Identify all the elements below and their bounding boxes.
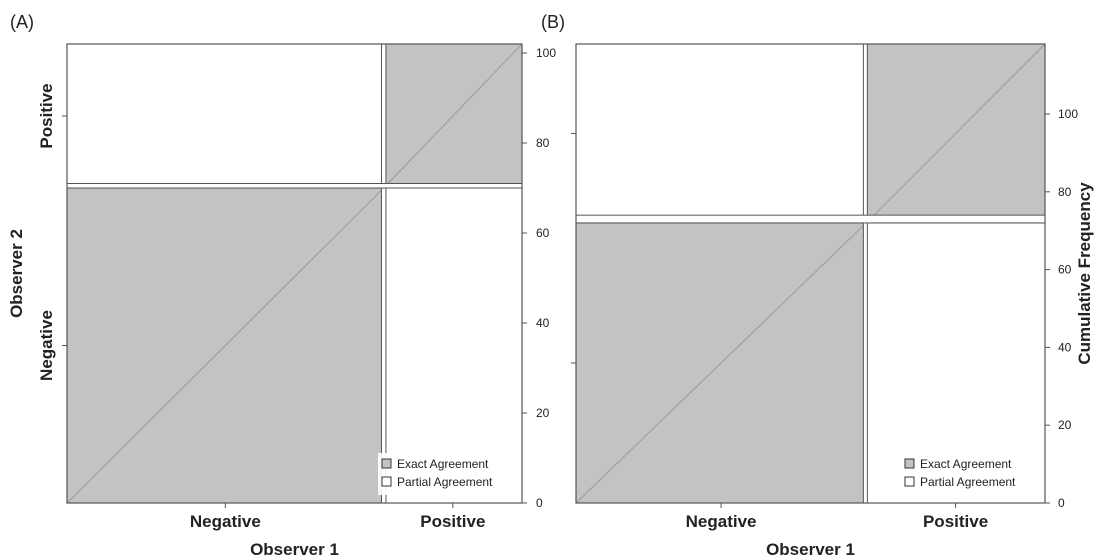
y2-tick-label: 60 bbox=[1058, 263, 1072, 277]
diagonal-line-positive bbox=[383, 43, 523, 189]
partial-agreement-horizontal-band bbox=[575, 214, 1046, 224]
legend-label-exact: Exact Agreement bbox=[920, 457, 1012, 471]
x-category-label: Positive bbox=[420, 512, 485, 531]
y2-tick-label: 0 bbox=[536, 496, 543, 510]
agreement-panel-a: (A) Negative Positive Observer 1 Negative Pos… bbox=[7, 12, 556, 559]
diagonal-line-positive bbox=[865, 43, 1046, 224]
y2-axis-title: Cumulative Frequency bbox=[1075, 182, 1094, 365]
y-category-label: Positive bbox=[37, 83, 56, 148]
plot-frame bbox=[66, 43, 523, 504]
diagonal-line-negative bbox=[575, 222, 867, 504]
y2-tick-label: 100 bbox=[1058, 107, 1078, 121]
y-category-label: Negative bbox=[37, 310, 56, 381]
diagonal-line-negative bbox=[66, 187, 385, 504]
y2-tick-label: 100 bbox=[536, 46, 556, 60]
legend-label-exact: Exact Agreement bbox=[397, 457, 489, 471]
partial-agreement-vertical-band bbox=[380, 43, 387, 504]
legend-swatch-exact bbox=[381, 458, 392, 469]
panel-label: (B) bbox=[541, 12, 565, 32]
y2-tick-label: 60 bbox=[536, 226, 550, 240]
legend: Exact Agreement Partial Agreement bbox=[378, 453, 518, 495]
x-axis-title: Observer 1 bbox=[250, 540, 339, 559]
legend-label-partial: Partial Agreement bbox=[920, 475, 1016, 489]
y2-tick-label: 40 bbox=[536, 316, 550, 330]
y2-tick-label: 20 bbox=[536, 406, 550, 420]
y2-tick-label: 0 bbox=[1058, 496, 1065, 510]
x-axis-title: Observer 1 bbox=[766, 540, 855, 559]
agreement-panel-b: (B) Negative Positive Observer 1 0 20 40 60 80 10… bbox=[541, 12, 1094, 559]
partial-agreement-horizontal-band bbox=[66, 183, 523, 189]
legend-background bbox=[901, 453, 1041, 495]
y2-tick-label: 40 bbox=[1058, 340, 1072, 354]
x-category-label: Positive bbox=[923, 512, 988, 531]
legend-swatch-partial bbox=[381, 476, 392, 487]
legend-swatch-partial bbox=[904, 476, 915, 487]
y2-tick-label: 80 bbox=[536, 136, 550, 150]
y2-tick-label: 20 bbox=[1058, 418, 1072, 432]
y2-tick-label: 80 bbox=[1058, 185, 1072, 199]
legend-background bbox=[378, 453, 518, 495]
x-category-label: Negative bbox=[190, 512, 261, 531]
panel-label: (A) bbox=[10, 12, 34, 32]
plot-frame bbox=[575, 43, 1046, 504]
x-category-label: Negative bbox=[686, 512, 757, 531]
legend-swatch-exact bbox=[904, 458, 915, 469]
y-axis-title: Observer 2 bbox=[7, 229, 26, 318]
legend: Exact Agreement Partial Agreement bbox=[901, 453, 1041, 495]
legend-label-partial: Partial Agreement bbox=[397, 475, 493, 489]
partial-agreement-vertical-band bbox=[862, 43, 868, 504]
